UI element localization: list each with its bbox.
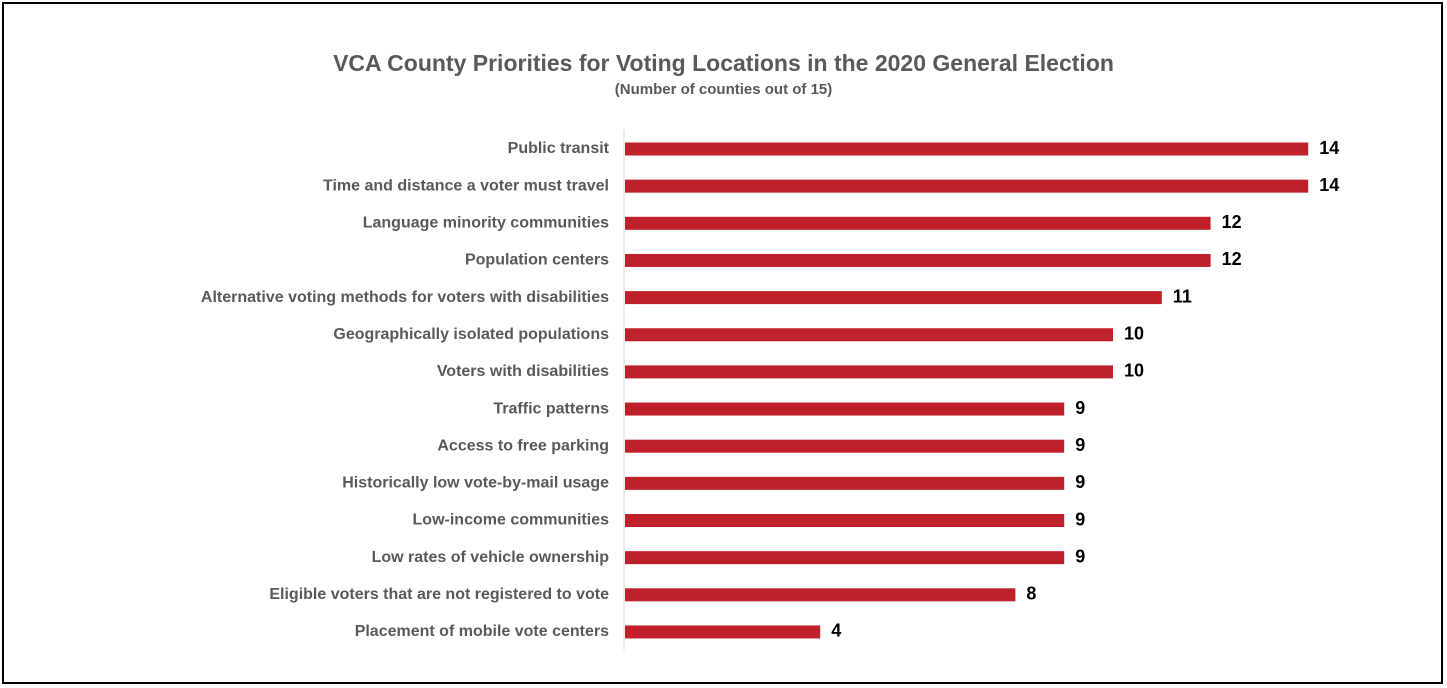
category-label: Traffic patterns: [493, 400, 609, 417]
bar: [625, 402, 1065, 416]
chart-title: VCA County Priorities for Voting Locatio…: [333, 50, 1114, 76]
bar: [625, 365, 1113, 379]
value-label: 4: [831, 621, 841, 641]
category-label: Alternative voting methods for voters wi…: [201, 289, 609, 306]
value-label: 11: [1173, 286, 1192, 306]
category-label: Historically low vote-by-mail usage: [342, 475, 609, 492]
category-label: Geographically isolated populations: [333, 326, 609, 343]
bar: [625, 179, 1309, 193]
category-label: Placement of mobile vote centers: [355, 623, 609, 640]
bar: [625, 551, 1065, 565]
category-label: Time and distance a voter must travel: [323, 177, 609, 194]
bar: [625, 625, 821, 639]
value-label: 12: [1222, 249, 1242, 269]
value-label: 10: [1124, 324, 1144, 344]
value-label: 9: [1075, 509, 1085, 529]
value-label: 14: [1319, 138, 1339, 158]
value-label: 14: [1319, 175, 1339, 195]
chart-subtitle: (Number of counties out of 15): [614, 81, 833, 98]
category-label: Language minority communities: [363, 215, 609, 232]
bar: [625, 253, 1211, 267]
category-label: Low-income communities: [413, 512, 610, 529]
category-label: Public transit: [508, 140, 610, 157]
value-label: 9: [1075, 546, 1085, 566]
bar: [625, 328, 1113, 342]
bar: [625, 588, 1016, 602]
bar: [625, 439, 1065, 453]
value-label: 9: [1075, 435, 1085, 455]
bar: [625, 291, 1162, 305]
category-label: Access to free parking: [437, 437, 609, 454]
category-label: Low rates of vehicle ownership: [372, 549, 610, 566]
value-label: 9: [1075, 398, 1085, 418]
value-label: 9: [1075, 472, 1085, 492]
bar: [625, 476, 1065, 490]
bar: [625, 514, 1065, 527]
bar: [625, 216, 1211, 230]
value-label: 12: [1222, 212, 1242, 232]
value-label: 8: [1026, 584, 1036, 604]
category-label: Population centers: [465, 252, 609, 269]
category-label: Voters with disabilities: [437, 363, 609, 380]
value-label: 10: [1124, 361, 1144, 381]
category-label: Eligible voters that are not registered …: [269, 586, 609, 603]
bars-group: Public transit 14 Time and distance a vote…: [201, 138, 1339, 641]
bar: [625, 142, 1309, 156]
